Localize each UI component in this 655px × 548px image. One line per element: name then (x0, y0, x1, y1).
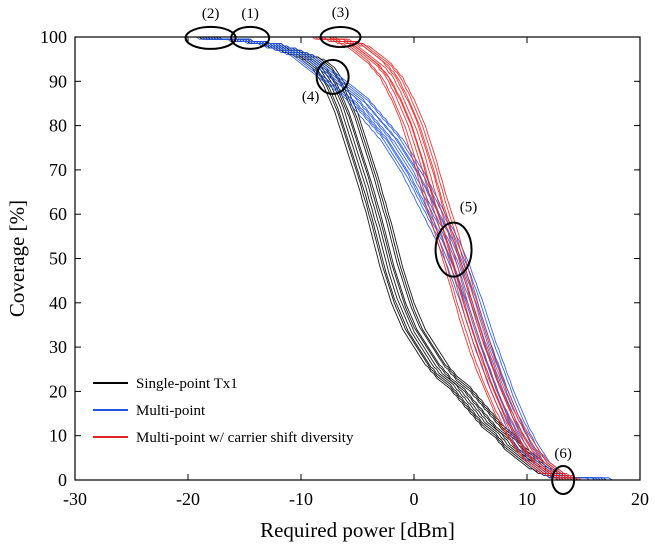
annotation-label: (5) (460, 200, 478, 216)
y-tick-label: 100 (40, 27, 67, 47)
legend-label-single-point: Single-point Tx1 (136, 376, 238, 392)
x-tick-label: -30 (63, 489, 87, 509)
annotation-label: (1) (241, 6, 259, 22)
annotation-label: (4) (302, 89, 320, 105)
y-tick-label: 60 (49, 204, 67, 224)
y-tick-label: 30 (49, 337, 67, 357)
y-tick-label: 40 (49, 293, 67, 313)
y-tick-label: 70 (49, 160, 67, 180)
x-tick-label: -20 (176, 489, 200, 509)
y-tick-label: 10 (49, 426, 67, 446)
annotation-ellipse (230, 25, 271, 50)
legend-label-multi-point: Multi-point (136, 403, 206, 419)
x-tick-label: 0 (410, 489, 419, 509)
plot-frame (74, 36, 641, 481)
y-tick-label: 90 (49, 71, 67, 91)
annotation-ellipse (315, 58, 350, 95)
annotation-label: (6) (554, 446, 572, 462)
legend-label-carrier-shift: Multi-point w/ carrier shift diversity (136, 430, 354, 446)
annotation-label: (2) (202, 6, 220, 22)
x-axis-label: Required power [dBm] (260, 518, 455, 542)
annotation-label: (3) (332, 5, 350, 21)
y-tick-label: 50 (49, 249, 67, 269)
legend: Single-point Tx1 Multi-point Multi-point… (93, 376, 354, 446)
annotations: (1) (2) (3) (4) (5) (6) (184, 5, 576, 495)
x-tick-label: -10 (289, 489, 313, 509)
y-tick-label: 20 (49, 381, 67, 401)
x-tick-label: 10 (518, 489, 536, 509)
x-tick-label: 20 (631, 489, 649, 509)
tick-labels: -30 -20 -10 0 10 20 0 10 20 30 40 50 60 70 80 90 100 (40, 27, 649, 509)
y-tick-label: 0 (58, 470, 67, 490)
y-tick-label: 80 (49, 116, 67, 136)
annotation-ellipse (184, 25, 237, 50)
annotation-ellipse (434, 221, 473, 278)
y-axis-label: Coverage [%] (5, 200, 29, 317)
